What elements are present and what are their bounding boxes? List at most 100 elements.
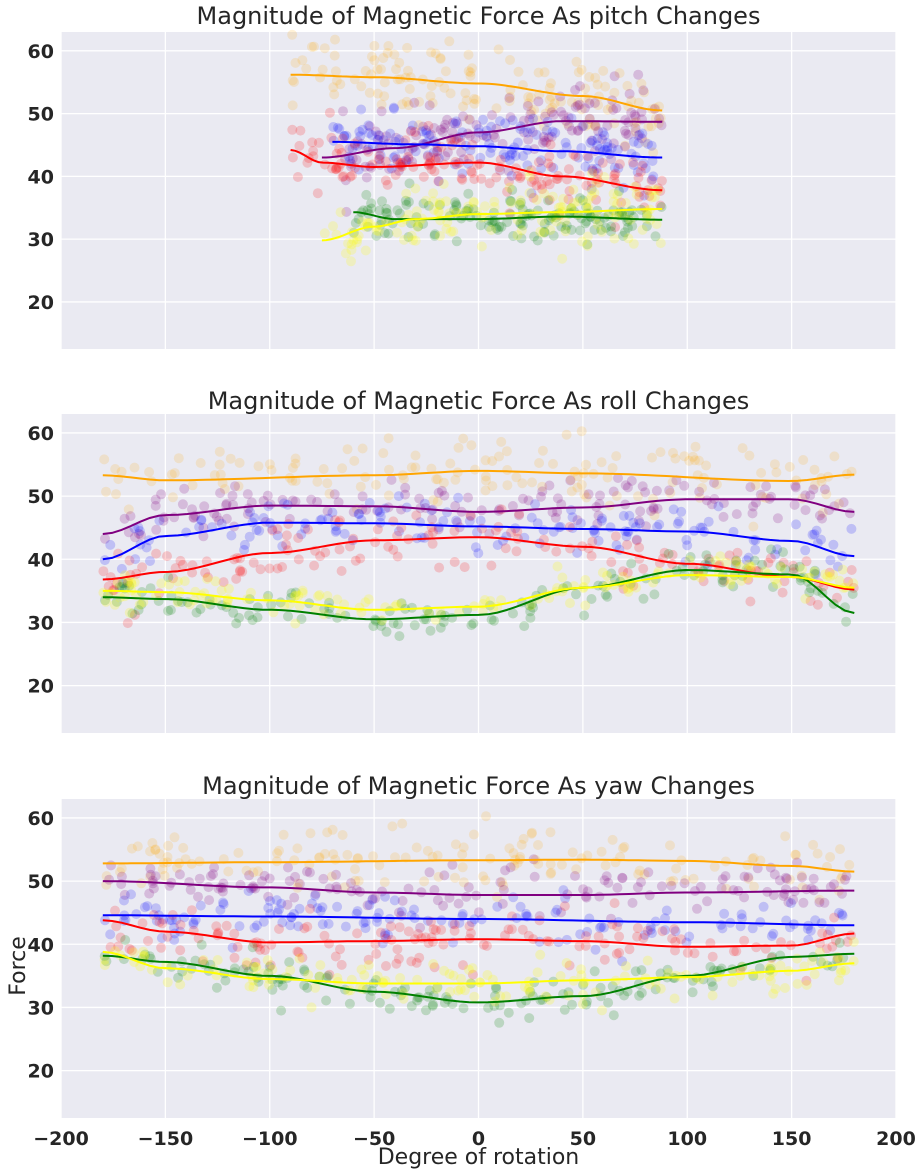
blue-point [267,524,278,535]
red-point [103,581,114,592]
blue-trend-line [102,521,855,561]
purple-point [564,121,574,132]
green-point [626,558,637,569]
red-point [593,168,603,179]
red-point [414,952,425,963]
orange-point [458,842,469,853]
orange-point [600,860,611,871]
yellow-point [279,600,290,611]
orange-point [573,67,584,78]
orange-point [145,846,156,857]
yellow-point [524,188,535,198]
orange-point [233,481,244,492]
green-point [608,1010,619,1021]
orange-point [761,493,771,503]
green-point [525,606,536,617]
orange-point [457,849,468,860]
red-point [282,545,293,556]
red-point [422,151,433,162]
orange-point [369,40,380,51]
blue-point [331,525,342,536]
purple-point [116,871,127,882]
red-point [500,543,511,554]
orange-point [655,113,666,124]
orange-point [274,845,284,856]
yellow-point [340,248,351,259]
red-point [638,563,649,574]
blue-point [802,923,813,934]
y-tick-label: 30 [28,997,54,1019]
orange-point [411,842,422,853]
blue-point [587,135,598,146]
y-tick-label: 20 [28,292,54,314]
orange-point [502,480,513,491]
yellow-point [99,954,110,965]
green-point [247,942,258,953]
orange-point [209,470,220,481]
red-point [570,151,581,162]
yellow-point [557,253,568,264]
red-point [827,941,838,952]
yellow-point [537,215,547,226]
orange-point [432,496,443,507]
purple-point [331,869,341,880]
blue-point [828,539,839,550]
red-point [137,562,148,573]
blue-point [317,902,328,913]
purple-point [636,133,647,144]
yellow-point [328,221,338,232]
blue-point [367,894,378,905]
orange-point [809,480,820,490]
red-point [484,178,495,189]
blue-point [451,515,462,526]
green-point [118,578,129,589]
red-point [129,609,140,620]
orange-point [504,843,515,854]
yellow-point [611,209,622,220]
orange-point [533,840,543,850]
orange-point [366,51,377,62]
yellow-point [445,986,456,997]
red-point [563,164,574,175]
blue-point [582,926,593,937]
red-point [515,171,526,182]
purple-point [578,884,589,895]
red-point [295,125,306,136]
yellow-point [524,171,535,182]
yellow-point [623,586,634,597]
purple-point [400,482,411,493]
yellow-point [435,230,445,241]
blue-trend-line [102,914,855,927]
red-point [405,126,416,137]
yellow-point [293,590,304,601]
orange-point [406,462,417,473]
purple-point [463,882,474,893]
green-point [429,230,440,241]
red-point [355,553,366,564]
y-tick-label: 60 [28,808,54,830]
green-point [596,224,607,235]
red-point [609,173,620,184]
purple-point [221,500,231,511]
green-point [321,995,332,1006]
green-point [489,615,499,626]
red-point [98,566,109,577]
purple-point [503,165,514,176]
orange-point [584,72,595,82]
purple-point [641,521,651,532]
blue-point [640,163,651,174]
green-point [687,987,698,998]
orange-point [387,821,398,832]
green-point [231,618,242,629]
blue-point [837,910,848,921]
blue-point [330,526,341,537]
yellow-point [245,587,256,598]
purple-point [199,501,210,512]
green-point [264,961,275,972]
red-point [634,542,645,553]
orange-point [432,474,443,485]
yellow-point [535,949,546,960]
purple-point [718,511,729,522]
blue-point [670,926,681,937]
red-point [237,566,248,577]
